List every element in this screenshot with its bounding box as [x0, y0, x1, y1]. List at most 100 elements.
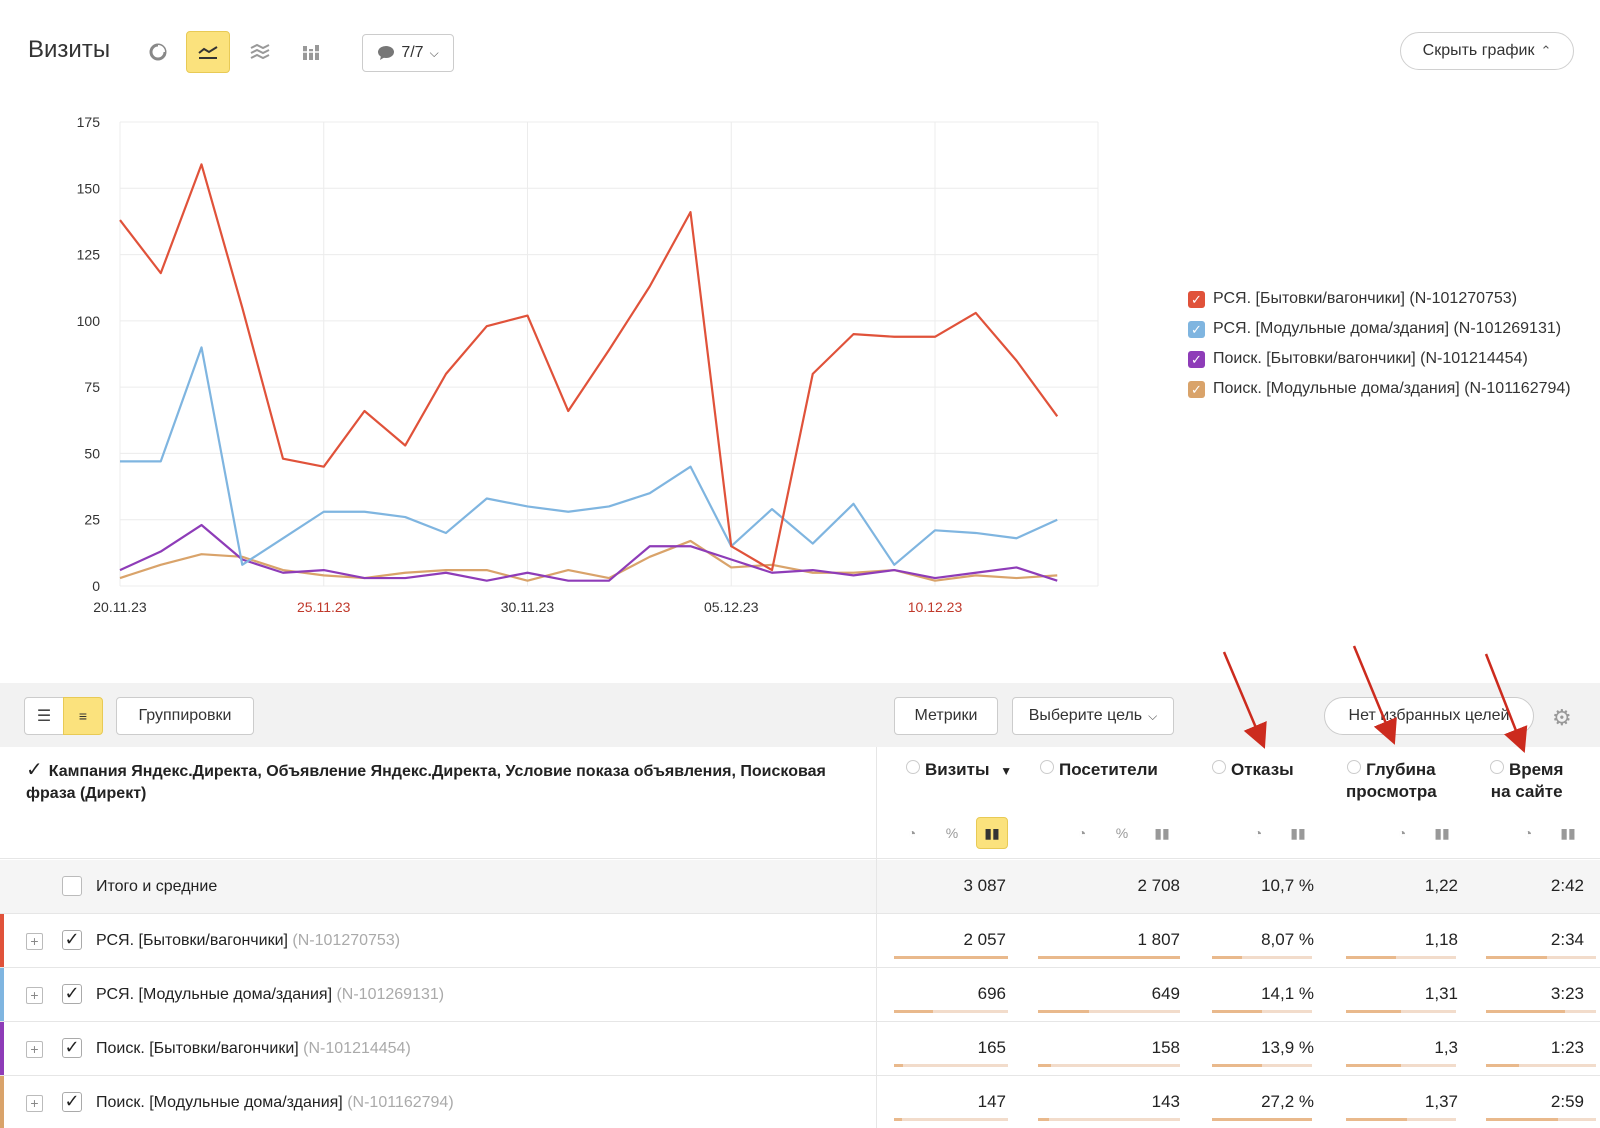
row-depth-value: 1,3 [1434, 1038, 1458, 1057]
expand-row-button[interactable]: + [26, 1041, 43, 1058]
row-time-value: 1:23 [1550, 1038, 1584, 1057]
row-campaign-name: РСЯ. [Бытовки/вагончики] [96, 932, 288, 949]
row-campaign-code: (N-101162794) [347, 1094, 454, 1111]
pie-view-icon[interactable]: ◔ [896, 817, 928, 849]
row-visitors-bar [1038, 956, 1180, 959]
row-time-value: 2:59 [1550, 1092, 1584, 1111]
metrics-button[interactable]: Метрики [894, 697, 998, 735]
percent-view-icon[interactable]: % [936, 817, 968, 849]
bar-fill [1486, 956, 1547, 959]
row-checkbox[interactable]: ✓ [62, 1038, 82, 1058]
pie-view-icon[interactable]: ◔ [1512, 817, 1544, 849]
pie-chart-type-button[interactable] [136, 31, 180, 73]
legend-item[interactable]: ✓ Поиск. [Бытовки/вагончики] (N-101214454… [1188, 350, 1588, 368]
list-view-button[interactable]: ☰ [24, 697, 64, 735]
groupings-button[interactable]: Группировки [116, 697, 254, 735]
y-tick-label: 50 [84, 445, 100, 461]
row-checkbox[interactable]: ✓ [62, 930, 82, 950]
pie-view-icon[interactable]: ◔ [1066, 817, 1098, 849]
visits-view-toggles: ◔ % ▮▮ [896, 817, 1008, 849]
area-chart-type-button[interactable] [238, 31, 282, 73]
bar-fill [1486, 1010, 1566, 1013]
bar-chart-type-button[interactable] [290, 31, 334, 73]
row-checkbox[interactable]: ✓ [62, 984, 82, 1004]
bar-view-icon[interactable]: ▮▮ [1426, 817, 1458, 849]
page-title: Визиты [28, 36, 111, 63]
x-tick-label: 10.12.23 [908, 599, 963, 615]
bar-fill [1486, 1118, 1558, 1121]
bar-view-icon[interactable]: ▮▮ [1282, 817, 1314, 849]
row-depth-bar [1346, 956, 1456, 959]
bar-fill [1346, 956, 1396, 959]
pie-view-icon[interactable]: ◔ [1386, 817, 1418, 849]
x-tick-label: 05.12.23 [704, 599, 759, 615]
series-line [119, 163, 1059, 572]
help-icon [1490, 760, 1504, 774]
legend-item[interactable]: ✓ РСЯ. [Бытовки/вагончики] (N-101270753) [1188, 290, 1588, 308]
row-campaign-code: (N-101269131) [336, 986, 445, 1003]
notes-filter-button[interactable]: 7/7 ⌵ [362, 34, 454, 72]
legend-checkbox-icon: ✓ [1188, 381, 1205, 398]
row-time-value: 2:34 [1550, 930, 1584, 949]
row-campaign-code: (N-101214454) [303, 1040, 411, 1057]
bar-view-icon[interactable]: ▮▮ [1552, 817, 1584, 849]
hide-chart-button[interactable]: Скрыть график ⌃ [1400, 32, 1574, 70]
chevron-down-icon: ⌵ [1148, 708, 1158, 723]
col-visits-header[interactable]: Визиты ▼ [906, 759, 1012, 782]
col-bounces-header[interactable]: Отказы [1212, 759, 1294, 781]
comment-icon [378, 46, 395, 60]
bar-view-icon[interactable]: ▮▮ [1146, 817, 1178, 849]
legend-checkbox-icon: ✓ [1188, 351, 1205, 368]
row-label: РСЯ. [Бытовки/вагончики] (N-101270753) [96, 932, 400, 950]
legend-label: РСЯ. [Бытовки/вагончики] (N-101270753) [1213, 290, 1518, 307]
bar-fill [894, 956, 1008, 959]
table-row[interactable]: + ✓ Поиск. [Бытовки/вагончики] (N-10121445… [0, 1022, 1600, 1076]
chart-toolbar: Визиты 7/7 ⌵ Скрыть график ⌃ [0, 0, 1600, 100]
col-visitors-header[interactable]: Посетители [1040, 759, 1158, 781]
dimensions-header[interactable]: ✓ Кампания Яндекс.Директа, Объявление Янд… [26, 759, 856, 805]
favorite-goals-button[interactable]: Нет избранных целей [1324, 697, 1534, 735]
row-checkbox[interactable]: ✓ [62, 1092, 82, 1112]
bar-fill [894, 1064, 904, 1067]
col-depth-header[interactable]: Глубина просмотра [1346, 759, 1437, 803]
col-time-header[interactable]: Время на сайте [1490, 759, 1563, 803]
stacked-bar-icon [302, 45, 321, 60]
pie-chart-icon [149, 43, 167, 61]
col-depth-label-1: Глубина [1366, 760, 1436, 779]
expand-row-button[interactable]: + [26, 1095, 43, 1112]
table-row[interactable]: + ✓ РСЯ. [Модульные дома/здания] (N-101269… [0, 968, 1600, 1022]
line-chart-type-button[interactable] [186, 31, 230, 73]
bar-fill [1346, 1118, 1407, 1121]
goal-select[interactable]: Выберите цель ⌵ [1012, 697, 1174, 735]
chart-legend: ✓ РСЯ. [Бытовки/вагончики] (N-101270753) ✓… [1188, 290, 1588, 410]
tree-view-button[interactable]: ≡ [63, 697, 103, 735]
col-visits-label: Визиты [925, 760, 990, 779]
bar-view-icon[interactable]: ▮▮ [976, 817, 1008, 849]
total-visits: 3 087 [963, 876, 1006, 895]
row-visits-value: 147 [977, 1092, 1006, 1111]
total-bounces: 10,7 % [1261, 876, 1314, 895]
area-chart-icon [250, 43, 270, 60]
table-row[interactable]: + ✓ РСЯ. [Бытовки/вагончики] (N-101270753)… [0, 914, 1600, 968]
pie-view-icon[interactable]: ◔ [1242, 817, 1274, 849]
x-tick-label: 30.11.23 [501, 599, 555, 615]
row-label: Поиск. [Бытовки/вагончики] (N-101214454) [96, 1040, 411, 1058]
gear-icon[interactable]: ⚙ [1552, 705, 1572, 730]
legend-item[interactable]: ✓ РСЯ. [Модульные дома/здания] (N-1012691… [1188, 320, 1588, 338]
row-visits-bar [894, 1064, 1008, 1067]
bar-fill [1038, 1064, 1051, 1067]
legend-item[interactable]: ✓ Поиск. [Модульные дома/здания] (N-10116… [1188, 380, 1588, 398]
totals-checkbox[interactable] [62, 876, 82, 896]
expand-row-button[interactable]: + [26, 933, 43, 950]
bar-fill [1212, 1118, 1312, 1121]
metrics-label: Метрики [914, 707, 978, 724]
total-visitors: 2 708 [1137, 876, 1180, 895]
total-time: 2:42 [1550, 876, 1584, 895]
help-icon [1040, 760, 1054, 774]
expand-row-button[interactable]: + [26, 987, 43, 1004]
row-time-bar [1486, 956, 1596, 959]
percent-view-icon[interactable]: % [1106, 817, 1138, 849]
y-tick-label: 150 [77, 180, 101, 196]
bar-fill [1346, 1064, 1401, 1067]
table-row[interactable]: + ✓ Поиск. [Модульные дома/здания] (N-1011… [0, 1076, 1600, 1128]
